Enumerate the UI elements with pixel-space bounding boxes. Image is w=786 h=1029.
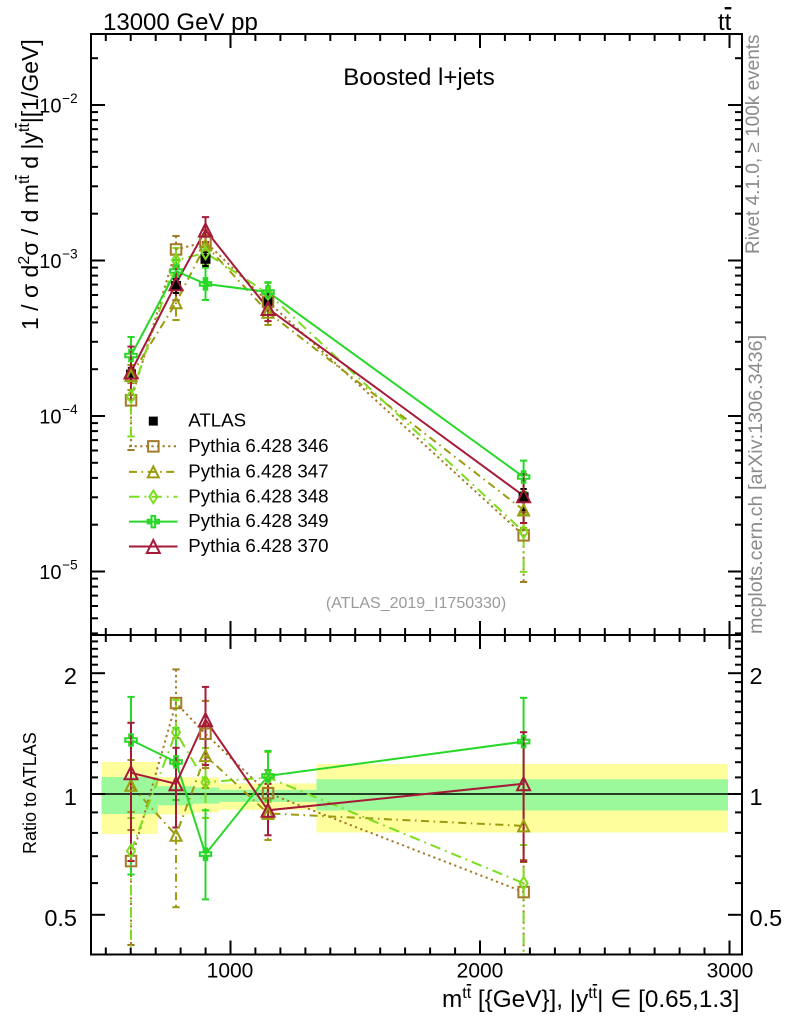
svg-text:13000 GeV pp: 13000 GeV pp [103, 9, 258, 36]
svg-text:tt: tt [718, 9, 732, 36]
svg-text:3000: 3000 [707, 960, 754, 983]
svg-text:10: 10 [39, 407, 61, 429]
svg-text:Pythia 6.428 348: Pythia 6.428 348 [188, 485, 328, 506]
svg-text:0.5: 0.5 [44, 905, 77, 931]
svg-text:Boosted l+jets: Boosted l+jets [343, 64, 494, 91]
svg-text:Pythia 6.428 346: Pythia 6.428 346 [188, 435, 328, 456]
svg-text:10: 10 [39, 96, 61, 118]
svg-text:1: 1 [64, 784, 77, 810]
svg-text:−4: −4 [62, 402, 78, 417]
svg-text:1 / σ d2σ / d mtt d |ytt|[1/Ge: 1 / σ d2σ / d mtt d |ytt|[1/GeV] [16, 39, 43, 330]
svg-text:(ATLAS_2019_I1750330): (ATLAS_2019_I1750330) [326, 595, 506, 612]
svg-text:Rivet 4.1.0, ≥ 100k events: Rivet 4.1.0, ≥ 100k events [743, 34, 764, 254]
svg-text:1000: 1000 [207, 960, 254, 983]
svg-text:10: 10 [39, 251, 61, 273]
svg-text:2: 2 [64, 663, 77, 689]
svg-text:0.5: 0.5 [750, 905, 783, 931]
svg-text:1: 1 [750, 784, 763, 810]
svg-text:Pythia 6.428 349: Pythia 6.428 349 [188, 510, 328, 531]
svg-text:Ratio to ATLAS: Ratio to ATLAS [20, 732, 40, 854]
svg-text:−3: −3 [62, 247, 77, 262]
svg-text:ATLAS: ATLAS [188, 410, 246, 431]
svg-text:2: 2 [750, 663, 763, 689]
svg-text:Pythia 6.428 347: Pythia 6.428 347 [188, 460, 328, 481]
svg-text:−5: −5 [62, 558, 77, 573]
svg-text:2000: 2000 [457, 960, 504, 983]
svg-text:10: 10 [39, 562, 61, 584]
svg-text:Pythia 6.428 370: Pythia 6.428 370 [188, 535, 328, 556]
svg-text:−2: −2 [62, 91, 77, 106]
svg-text:mcplots.cern.ch [arXiv:1306.34: mcplots.cern.ch [arXiv:1306.3436] [745, 335, 767, 634]
